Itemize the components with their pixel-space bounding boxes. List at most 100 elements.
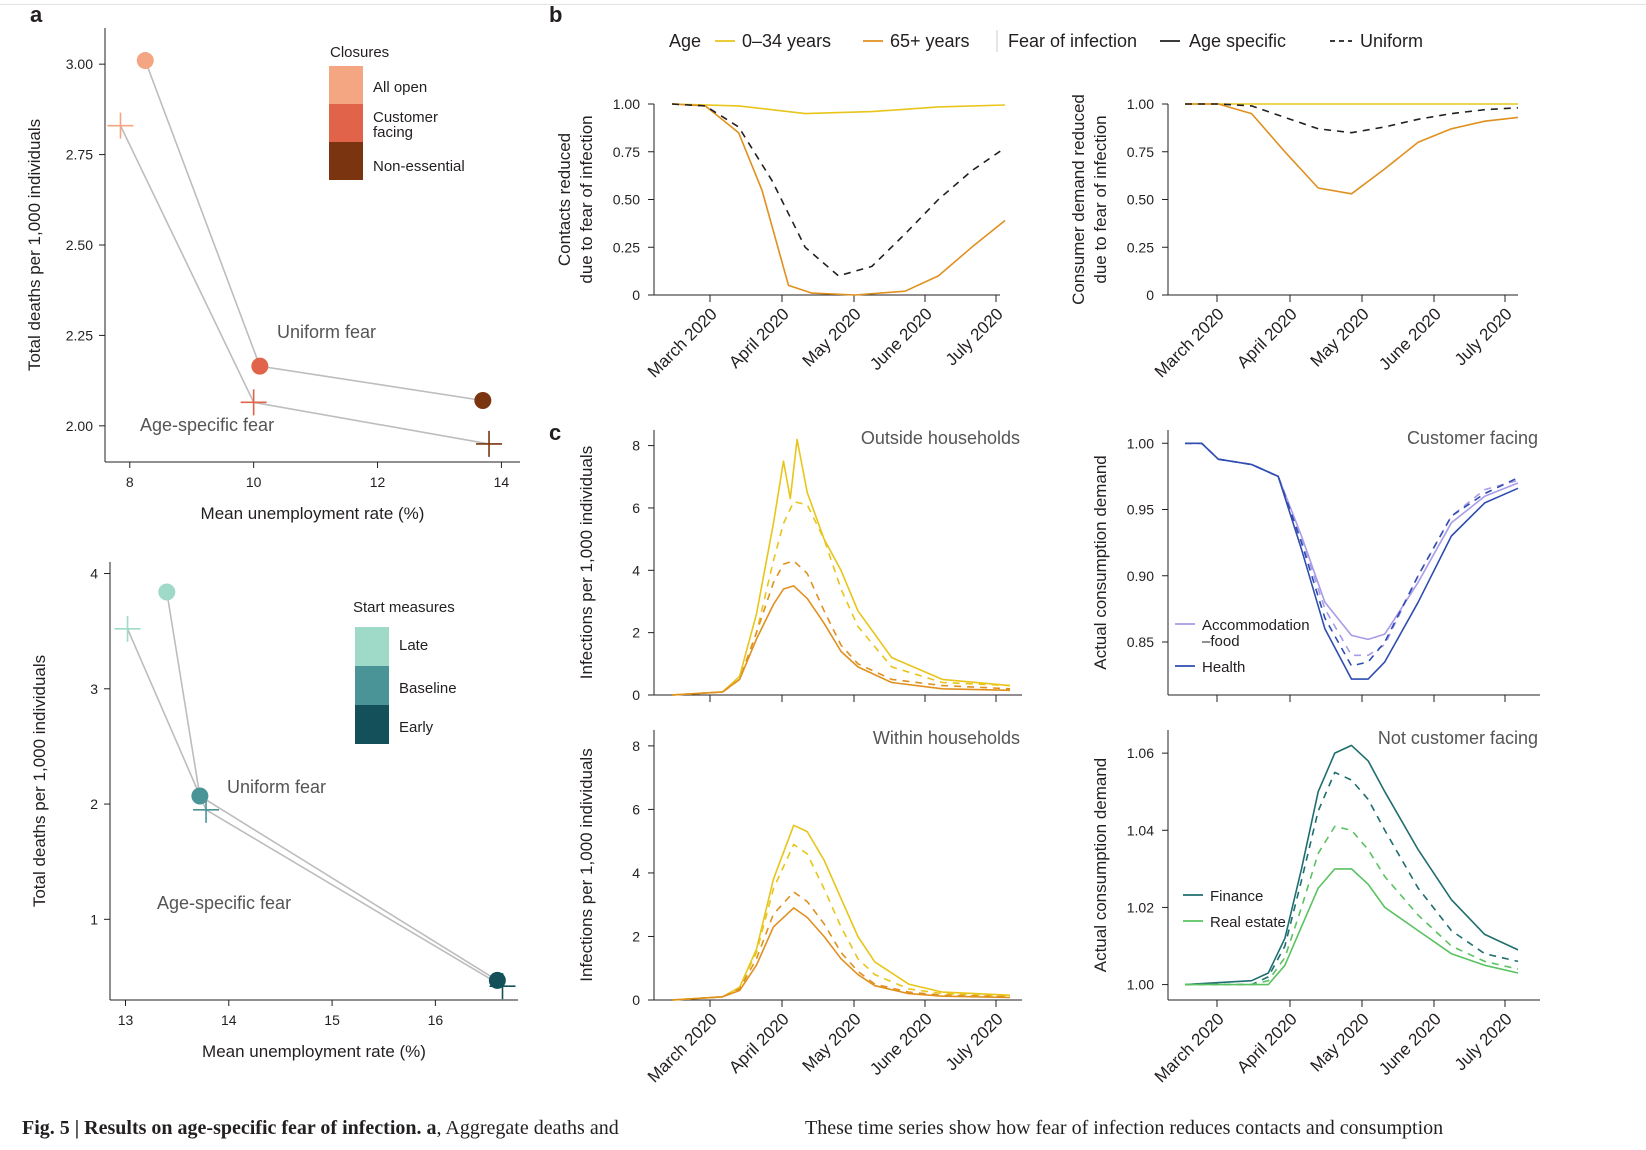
y-tick-label: 1 [90, 911, 98, 927]
legend-health-label: Health [1202, 659, 1245, 676]
x-tick-label: 8 [126, 474, 134, 490]
x-tick-label: March 2020 [644, 304, 721, 381]
x-tick-label: June 2020 [1375, 304, 1445, 374]
y-tick-label: 0.75 [613, 144, 640, 160]
x-tick-label: March 2020 [1151, 1009, 1228, 1086]
series-line [671, 891, 1011, 1001]
series-line [1185, 771, 1519, 986]
age-specific-fear-point [107, 112, 134, 139]
y-tick-label: 0.95 [1127, 502, 1154, 518]
caption-a-text: , Aggregate deaths and [436, 1117, 619, 1139]
x-tick-label: July 2020 [1451, 1009, 1516, 1074]
y-tick-label: 0.50 [1127, 192, 1154, 208]
y-tick-label: 0.75 [1127, 144, 1154, 160]
y-axis-label: Consumer demand reduced [1069, 94, 1088, 305]
x-tick-label: March 2020 [1151, 304, 1228, 381]
y-tick-label: 6 [632, 500, 640, 516]
caption-right: These time series show how fear of infec… [805, 1117, 1444, 1139]
x-tick-label: 14 [221, 1012, 237, 1028]
top-legend: Age 0–34 years 65+ years Fear of infection A… [669, 30, 1423, 52]
legend-label: Non-essential [373, 158, 465, 175]
y-tick-label: 8 [632, 738, 640, 754]
y-axis-label: Actual consumption demand [1091, 455, 1110, 670]
y-tick-label: 3 [90, 681, 98, 697]
series-line [671, 560, 1011, 696]
legend-finance-label: Finance [1210, 888, 1263, 905]
legend-age-specific-label: Age specific [1189, 31, 1286, 51]
uniform-fear-point [488, 971, 506, 989]
legend-label: Customer [373, 109, 438, 126]
x-tick-label: May 2020 [799, 304, 865, 370]
line-chart-c2: 0.85 0.90 0.95 1.00 Actual consumption deman… [1091, 428, 1540, 702]
y-axis-label: due to fear of infection [1091, 115, 1110, 283]
x-tick-label: April 2020 [725, 1009, 793, 1077]
x-tick-label: 10 [246, 474, 262, 490]
y-tick-label: 3.00 [66, 56, 93, 72]
uniform-fear-point [251, 357, 269, 375]
line-chart-b2: 0 0.25 0.50 0.75 1.00 March 2020 April 2020 May… [1069, 94, 1519, 381]
panel-title: Customer facing [1407, 428, 1538, 448]
series-line [671, 824, 1011, 1001]
legend-label: All open [373, 79, 427, 96]
y-axis-label: Infections per 1,000 individuals [577, 748, 596, 981]
y-tick-label: 0.25 [1127, 239, 1154, 255]
series-line [671, 103, 1006, 296]
legend-swatch [355, 627, 389, 666]
panel-title: Not customer facing [1378, 728, 1538, 748]
line-chart-b1: 0 0.25 0.50 0.75 1.00 March 2020 April 2020 May… [555, 96, 1007, 381]
series-line [671, 438, 1011, 696]
y-axis-label: due to fear of infection [577, 115, 596, 283]
legend-old-label: 65+ years [890, 31, 970, 51]
series-line [1185, 442, 1519, 667]
series-line [671, 103, 1006, 115]
legend-real-estate-label: Real estate [1210, 914, 1286, 931]
panel-title: Outside households [861, 428, 1020, 448]
x-tick-label: July 2020 [942, 1009, 1007, 1074]
y-axis-label: Actual consumption demand [1091, 758, 1110, 973]
x-tick-label: June 2020 [866, 304, 936, 374]
legend-accommodation-label-2: –food [1202, 633, 1240, 650]
panel-label-a: a [30, 2, 43, 27]
x-tick-label: April 2020 [1233, 304, 1301, 372]
figure-caption: Fig. 5 | Results on age-specific fear of… [22, 1117, 1642, 1145]
series-line [1185, 103, 1519, 195]
x-tick-label: 15 [324, 1012, 340, 1028]
series-line [671, 103, 1006, 277]
legend-swatch [329, 66, 363, 104]
x-tick-label: March 2020 [644, 1009, 721, 1086]
series-line [1185, 103, 1519, 134]
legend-accommodation-label: Accommodation [1202, 617, 1310, 634]
age-specific-fear-point [193, 796, 220, 823]
legend-fear-title: Fear of infection [1008, 31, 1137, 51]
x-tick-label: 16 [428, 1012, 444, 1028]
series-line [671, 843, 1011, 1001]
y-tick-label: 2.50 [66, 237, 93, 253]
y-tick-label: 2.25 [66, 327, 93, 343]
x-tick-label: May 2020 [1307, 1009, 1373, 1075]
y-tick-label: 8 [632, 438, 640, 454]
y-tick-label: 1.00 [613, 96, 640, 112]
y-tick-label: 2.75 [66, 147, 93, 163]
y-axis-label: Contacts reduced [555, 133, 574, 266]
legend-swatch [355, 666, 389, 705]
series-line [1185, 825, 1519, 986]
annotation-uniform-fear: Uniform fear [277, 322, 376, 342]
x-axis-label: Mean unemployment rate (%) [202, 1042, 426, 1061]
series-line [671, 500, 1011, 696]
y-tick-label: 4 [90, 566, 98, 582]
caption-fig-title: Fig. 5 | Results on age-specific fear of… [22, 1117, 422, 1139]
y-tick-label: 1.04 [1127, 822, 1154, 838]
y-tick-label: 2 [632, 625, 640, 641]
series-line [1185, 442, 1519, 641]
line-chart-c1: 0 2 4 6 8 Infections per 1,000 individuals Out… [577, 428, 1022, 703]
legend-label: Baseline [399, 680, 457, 697]
y-axis-label: Total deaths per 1,000 individuals [30, 655, 49, 907]
series-line [671, 585, 1011, 696]
y-tick-label: 0 [632, 992, 640, 1008]
x-tick-label: 12 [370, 474, 386, 490]
uniform-fear-point [191, 787, 209, 805]
age-specific-fear-point [240, 389, 267, 416]
annotation-age-specific-fear: Age-specific fear [157, 893, 291, 913]
x-tick-label: June 2020 [1375, 1009, 1445, 1079]
caption-a-label: a [426, 1117, 437, 1139]
